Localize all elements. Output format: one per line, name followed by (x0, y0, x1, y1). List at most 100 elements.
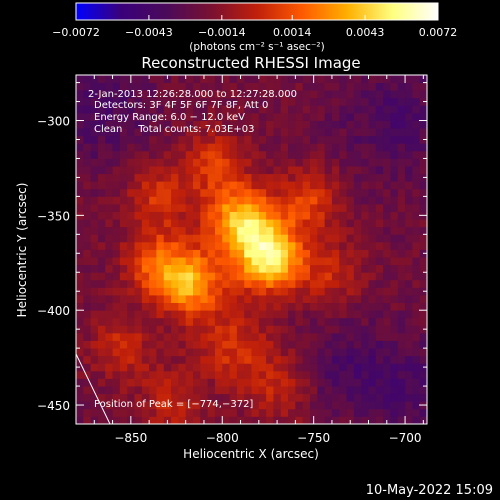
heatmap-cell (97, 219, 106, 228)
heatmap-cell (310, 355, 318, 364)
heatmap-cell (412, 211, 421, 220)
heatmap-cell (214, 348, 223, 357)
heatmap-cell (310, 241, 318, 250)
heatmap-cell (339, 188, 347, 197)
heatmap-cell (397, 348, 406, 357)
heatmap-cell (280, 363, 289, 372)
heatmap-cell (368, 287, 377, 296)
heatmap-cell (273, 302, 282, 311)
heatmap-cell (295, 355, 304, 364)
heatmap-cell (258, 226, 267, 235)
heatmap-cell (97, 363, 106, 372)
heatmap-cell (119, 173, 128, 182)
heatmap-cell (119, 158, 128, 167)
heatmap-cell (361, 181, 369, 190)
heatmap-cell (258, 249, 267, 258)
heatmap-cell (397, 196, 406, 205)
heatmap-cell (90, 143, 99, 152)
heatmap-cell (222, 226, 230, 235)
heatmap-cell (90, 287, 99, 296)
heatmap-cell (97, 211, 106, 220)
heatmap-cell (134, 264, 143, 273)
heatmap-cell (266, 370, 274, 379)
heatmap-cell (317, 378, 326, 387)
heatmap-cell (149, 90, 157, 99)
heatmap-cell (383, 295, 391, 304)
heatmap-cell (178, 150, 187, 159)
heatmap-cell (200, 135, 209, 144)
heatmap-cell (200, 188, 209, 197)
heatmap-cell (178, 302, 187, 311)
heatmap-cell (90, 112, 99, 121)
heatmap-cell (229, 332, 238, 341)
heatmap-cell (119, 135, 128, 144)
heatmap-cell (324, 112, 333, 121)
heatmap-cell (390, 158, 399, 167)
heatmap-cell (90, 279, 99, 288)
heatmap-cell (134, 272, 143, 281)
heatmap-cell (368, 173, 377, 182)
heatmap-cell (353, 188, 362, 197)
heatmap-cell (178, 401, 187, 410)
heatmap-cell (229, 219, 238, 228)
heatmap-cell (244, 332, 252, 341)
heatmap-cell (353, 393, 362, 402)
heatmap-cell (331, 128, 340, 137)
heatmap-cell (171, 90, 179, 99)
heatmap-cell (331, 143, 340, 152)
heatmap-cell (419, 143, 427, 152)
heatmap-cell (193, 302, 201, 311)
heatmap-cell (236, 181, 245, 190)
heatmap-cell (134, 279, 143, 288)
heatmap-cell (280, 272, 289, 281)
heatmap-cell (361, 135, 369, 144)
heatmap-cell (280, 120, 289, 129)
heatmap-cell (368, 264, 377, 273)
heatmap-cell (90, 234, 99, 243)
heatmap-cell (207, 393, 216, 402)
heatmap-cell (251, 128, 260, 137)
heatmap-cell (185, 264, 194, 273)
heatmap-cell (105, 211, 113, 220)
heatmap-cell (178, 75, 187, 83)
heatmap-cell (310, 317, 318, 326)
heatmap-cell (119, 325, 128, 334)
heatmap-cell (244, 325, 252, 334)
heatmap-cell (331, 332, 340, 341)
heatmap-cell (119, 370, 128, 379)
heatmap-cell (156, 226, 165, 235)
heatmap-cell (236, 211, 245, 220)
heatmap-cell (353, 75, 362, 83)
heatmap-cell (97, 264, 106, 273)
heatmap-cell (251, 97, 260, 106)
heatmap-cell (295, 295, 304, 304)
heatmap-cell (331, 386, 340, 395)
heatmap-cell (310, 82, 318, 91)
heatmap-cell (390, 150, 399, 159)
heatmap-cell (97, 226, 106, 235)
heatmap-cell (258, 120, 267, 129)
heatmap-cell (163, 241, 172, 250)
heatmap-cell (302, 219, 311, 228)
heatmap-cell (171, 287, 179, 296)
heatmap-cell (222, 317, 230, 326)
heatmap-cell (207, 340, 216, 349)
heatmap-cell (229, 287, 238, 296)
heatmap-cell (251, 332, 260, 341)
heatmap-cell (383, 401, 391, 410)
heatmap-cell (280, 249, 289, 258)
heatmap-cell (76, 348, 84, 357)
heatmap-cell (412, 340, 421, 349)
heatmap-cell (207, 196, 216, 205)
heatmap-cell (390, 355, 399, 364)
heatmap-cell (331, 264, 340, 273)
heatmap-cell (353, 173, 362, 182)
heatmap-cell (90, 295, 99, 304)
heatmap-cell (331, 393, 340, 402)
heatmap-cell (171, 203, 179, 212)
heatmap-cell (105, 166, 113, 175)
heatmap-cell (361, 401, 369, 410)
heatmap-cell (127, 332, 135, 341)
heatmap-cell (353, 97, 362, 106)
heatmap-cell (383, 226, 391, 235)
